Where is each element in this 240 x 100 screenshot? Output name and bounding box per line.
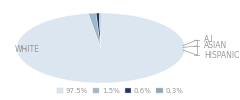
Text: WHITE: WHITE: [14, 46, 39, 54]
Text: ASIAN: ASIAN: [204, 42, 227, 50]
Wedge shape: [96, 13, 101, 48]
Wedge shape: [88, 13, 101, 48]
Text: HISPANIC: HISPANIC: [204, 50, 239, 60]
Text: A.I.: A.I.: [204, 36, 216, 44]
Wedge shape: [99, 13, 101, 48]
Wedge shape: [17, 13, 185, 83]
Legend: 97.5%, 1.5%, 0.6%, 0.3%: 97.5%, 1.5%, 0.6%, 0.3%: [54, 85, 186, 96]
